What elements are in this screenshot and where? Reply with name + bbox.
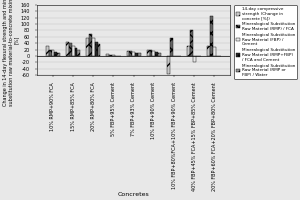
Bar (92, 38, 95, 56)
Bar (66, 42, 69, 56)
Bar (49, 50, 52, 56)
Bar (158, 53, 161, 56)
Bar (46, 46, 49, 56)
Bar (112, 55, 115, 56)
Bar (147, 50, 150, 56)
Bar (54, 52, 57, 56)
Y-axis label: Change in 14-day flexural strength and mineralogical
substitution raw material-t: Change in 14-day flexural strength and m… (3, 0, 20, 106)
Bar (213, 47, 216, 56)
Bar (190, 30, 193, 56)
Bar (193, 56, 196, 62)
Bar (187, 46, 190, 56)
Bar (132, 52, 135, 56)
Bar (138, 53, 141, 56)
Bar (52, 50, 54, 56)
Bar (170, 38, 172, 56)
Bar (77, 50, 80, 56)
Bar (106, 54, 109, 56)
Bar (98, 44, 100, 56)
Bar (57, 53, 60, 56)
Bar (207, 46, 210, 56)
Bar (167, 56, 170, 74)
Bar (69, 43, 72, 56)
Bar (72, 46, 74, 56)
Bar (86, 38, 89, 56)
Bar (89, 34, 92, 56)
Bar (210, 16, 213, 56)
Bar (127, 51, 129, 56)
Bar (74, 48, 77, 56)
Bar (95, 42, 98, 56)
Bar (135, 53, 138, 56)
Legend: 14-day compressive
strength (Change in
concrete [%]), Mineralogical Substitution: 14-day compressive strength (Change in c… (234, 5, 297, 79)
Bar (150, 50, 152, 56)
Bar (109, 55, 112, 56)
Bar (155, 52, 158, 56)
Bar (152, 51, 155, 56)
Bar (129, 51, 132, 56)
X-axis label: Concretes: Concretes (118, 192, 150, 197)
